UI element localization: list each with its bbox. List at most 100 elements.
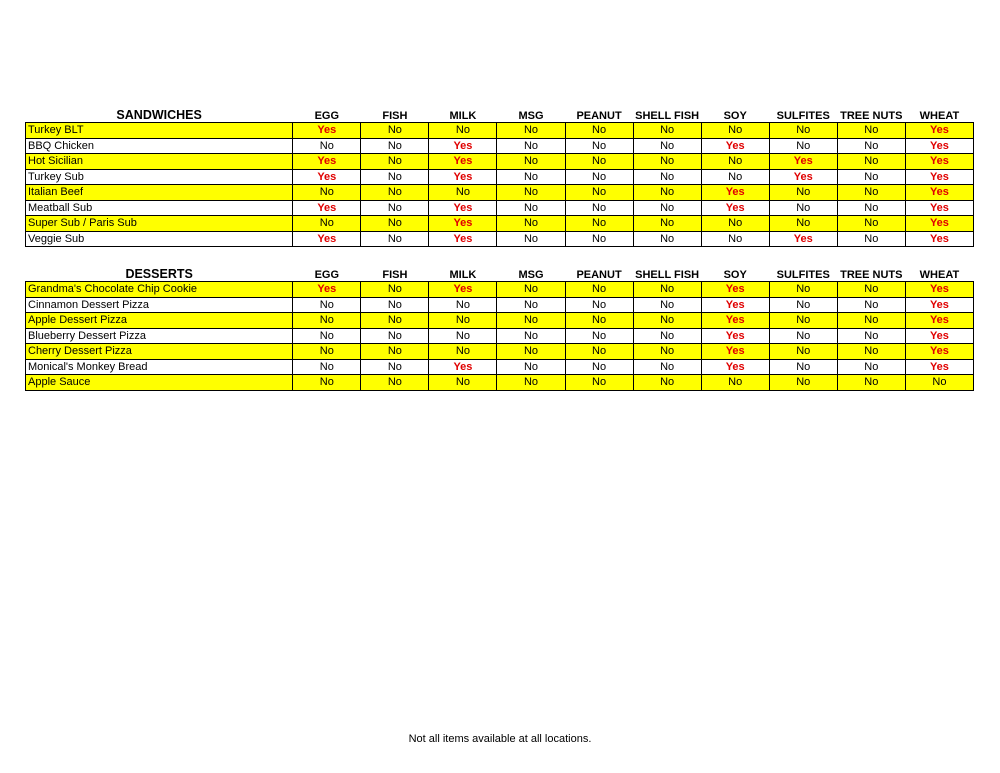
allergen-cell: No xyxy=(768,358,838,375)
allergen-cell: No xyxy=(904,374,975,391)
allergen-cell: No xyxy=(836,122,906,139)
table-row: Italian Beef No No No No No No Yes No No Yes xyxy=(24,184,975,201)
allergen-cell: Yes xyxy=(700,358,770,375)
column-header: FISH xyxy=(382,110,408,122)
allergen-cell: No xyxy=(360,327,430,344)
allergen-cell: No xyxy=(360,184,430,201)
header-row: SANDWICHES EGG FISH MILK MSG PEANUT SHELL FISH… xyxy=(26,104,974,123)
allergen-cell: No xyxy=(632,281,702,298)
column-header: MSG xyxy=(518,110,544,122)
allergen-cell: No xyxy=(836,230,906,247)
allergen-cell: Yes xyxy=(428,168,498,185)
allergen-cell: No xyxy=(496,184,566,201)
allergen-cell: No xyxy=(496,122,566,139)
column-header: WHEAT xyxy=(919,110,960,122)
allergen-cell: Yes xyxy=(768,153,838,170)
allergen-cell: No xyxy=(700,168,770,185)
allergen-cell: No xyxy=(428,312,498,329)
allergen-cell: No xyxy=(700,374,770,391)
allergen-cell: Yes xyxy=(904,296,975,313)
section-title: SANDWICHES xyxy=(116,108,202,122)
allergen-cell: No xyxy=(768,137,838,154)
allergen-cell: No xyxy=(564,343,634,360)
allergen-cell: No xyxy=(836,374,906,391)
allergen-cell: No xyxy=(564,296,634,313)
allergen-cell: Yes xyxy=(700,296,770,313)
allergen-cell: No xyxy=(632,122,702,139)
item-name: Apple Dessert Pizza xyxy=(24,312,294,329)
item-name: Blueberry Dessert Pizza xyxy=(24,327,294,344)
allergen-cell: Yes xyxy=(904,327,975,344)
table-row: Turkey BLT Yes No No No No No No No No Yes xyxy=(24,122,975,139)
column-header: TREE NUTS xyxy=(840,110,903,122)
item-name: Hot Sicilian xyxy=(24,153,294,170)
allergen-cell: No xyxy=(632,230,702,247)
allergen-cell: No xyxy=(768,199,838,216)
allergen-cell: No xyxy=(564,312,634,329)
allergen-cell: No xyxy=(428,374,498,391)
footer-note: Not all items available at all locations… xyxy=(408,733,592,745)
allergen-cell: No xyxy=(700,153,770,170)
allergen-cell: No xyxy=(496,343,566,360)
item-name: Italian Beef xyxy=(24,184,294,201)
table-row: Monical's Monkey Bread No No Yes No No No Yes No… xyxy=(24,358,975,375)
column-header: FISH xyxy=(382,269,408,281)
allergen-cell: No xyxy=(564,168,634,185)
column-header: MILK xyxy=(449,110,477,122)
allergen-cell: Yes xyxy=(428,199,498,216)
section-title: DESSERTS xyxy=(125,267,193,281)
allergen-cell: Yes xyxy=(700,312,770,329)
allergen-cell: No xyxy=(360,358,430,375)
allergen-cell: No xyxy=(700,230,770,247)
table-row: Grandma's Chocolate Chip Cookie Yes No Yes N… xyxy=(24,281,975,298)
allergen-cell: No xyxy=(836,199,906,216)
allergen-cell: Yes xyxy=(904,153,975,170)
allergen-cell: No xyxy=(292,327,362,344)
allergen-cell: No xyxy=(496,168,566,185)
item-name: BBQ Chicken xyxy=(24,137,294,154)
allergen-cell: No xyxy=(564,374,634,391)
allergen-cell: No xyxy=(360,343,430,360)
column-header: WHEAT xyxy=(919,269,960,281)
item-name: Meatball Sub xyxy=(24,199,294,216)
column-header: PEANUT xyxy=(576,110,622,122)
allergen-cell: No xyxy=(496,137,566,154)
allergen-cell: No xyxy=(564,230,634,247)
item-name: Super Sub / Paris Sub xyxy=(24,215,294,232)
allergen-cell: No xyxy=(564,153,634,170)
allergen-cell: No xyxy=(632,327,702,344)
allergen-cell: Yes xyxy=(904,215,975,232)
allergen-cell: Yes xyxy=(768,168,838,185)
table-row: Cinnamon Dessert Pizza No No No No No No Yes No N… xyxy=(24,296,975,313)
column-header: SHELL FISH xyxy=(635,110,700,122)
allergen-cell: Yes xyxy=(904,137,975,154)
allergen-cell: No xyxy=(428,184,498,201)
allergen-cell: Yes xyxy=(904,358,975,375)
allergen-cell: Yes xyxy=(700,137,770,154)
allergen-cell: Yes xyxy=(428,230,498,247)
allergen-cell: Yes xyxy=(428,137,498,154)
allergen-cell: No xyxy=(632,153,702,170)
allergen-cell: No xyxy=(564,327,634,344)
allergen-cell: No xyxy=(564,199,634,216)
sandwiches-table: SANDWICHES EGG FISH MILK MSG PEANUT SHELL FISH… xyxy=(24,104,975,247)
allergen-cell: Yes xyxy=(292,168,362,185)
allergen-cell: No xyxy=(360,312,430,329)
allergen-cell: No xyxy=(632,296,702,313)
allergen-cell: No xyxy=(292,137,362,154)
allergen-cell: Yes xyxy=(700,199,770,216)
allergen-cell: No xyxy=(632,184,702,201)
column-header: SULFITES xyxy=(776,110,830,122)
allergen-cell: Yes xyxy=(904,168,975,185)
table-row: Super Sub / Paris Sub No No Yes No No No No No No… xyxy=(24,215,975,232)
allergen-cell: No xyxy=(632,358,702,375)
allergen-cell: No xyxy=(768,343,838,360)
column-header: EGG xyxy=(314,269,340,281)
item-name: Turkey Sub xyxy=(24,168,294,185)
allergen-cell: No xyxy=(836,168,906,185)
allergen-cell: No xyxy=(836,327,906,344)
allergen-cell: Yes xyxy=(904,312,975,329)
allergen-cell: No xyxy=(292,184,362,201)
allergen-cell: No xyxy=(496,358,566,375)
allergen-cell: Yes xyxy=(292,281,362,298)
